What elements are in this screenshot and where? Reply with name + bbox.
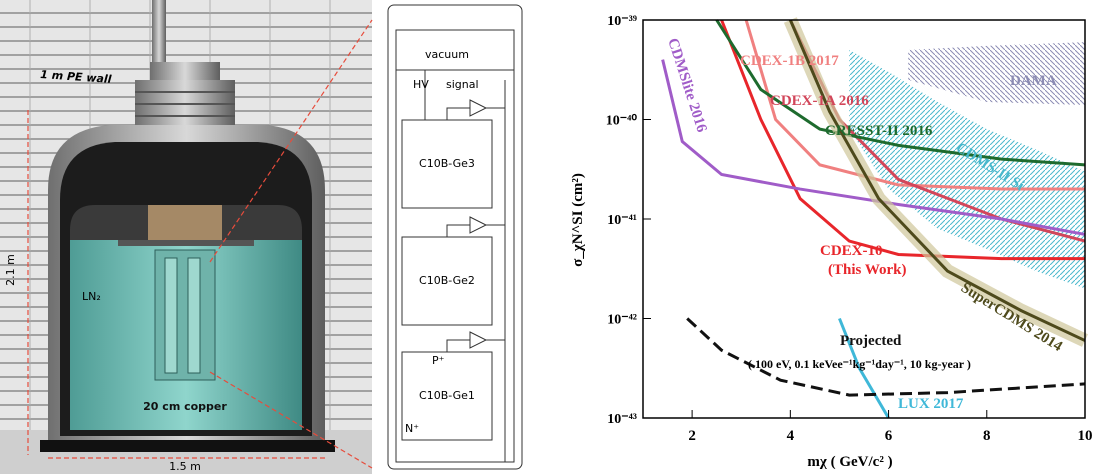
- schematic-labels: vacuum HV signal C10B-Ge3 C10B-Ge2 C10B-…: [405, 48, 479, 435]
- series-line: [715, 19, 1086, 167]
- series-label: CDEX-1B 2017: [740, 53, 839, 69]
- series-label: CRESST-II 2016: [825, 123, 933, 139]
- annotation: (This Work): [828, 262, 907, 278]
- series-label: CDEX-10: [820, 243, 883, 259]
- signal-label: signal: [446, 78, 479, 91]
- series-line: [788, 19, 1086, 342]
- detector-label: C10B-Ge1: [419, 389, 475, 402]
- detector-label: C10B-Ge2: [419, 274, 475, 287]
- hv-label: HV: [413, 78, 429, 91]
- wall-label: 1 m PE wall: [40, 68, 112, 86]
- x-tick-label: 4: [787, 428, 795, 444]
- x-tick-label: 2: [688, 428, 696, 444]
- detector-label: C10B-Ge3: [419, 157, 475, 170]
- region-label: DAMA: [1010, 73, 1057, 89]
- y-tick-label: 10⁻⁴³: [607, 412, 637, 427]
- region: [849, 49, 1085, 289]
- x-tick-label: 6: [885, 428, 893, 444]
- x-tick-label: 8: [983, 428, 991, 444]
- width-label: 1.5 m: [169, 460, 201, 473]
- region: [908, 42, 1085, 105]
- vacuum-label: vacuum: [425, 48, 469, 61]
- series-label: LUX 2017: [898, 396, 964, 412]
- annotation: ( 100 eV, 0.1 keVee⁻¹kg⁻¹day⁻¹, 10 kg-ye…: [748, 357, 971, 371]
- series-line: [686, 317, 1086, 397]
- height-label: 2.1 m: [4, 254, 17, 286]
- y-tick-label: 10⁻³⁹: [607, 14, 637, 29]
- y-tick-label: 10⁻⁴¹: [607, 213, 637, 228]
- series-line: [661, 59, 1086, 236]
- liquid-label: LN₂: [82, 290, 101, 303]
- x-axis-label: mχ ( GeV/c² ): [807, 454, 892, 470]
- series-label: CDEX-1A 2016: [770, 93, 869, 109]
- x-tick-label: 10: [1078, 428, 1093, 444]
- cryostat-render: 1 m PE wall 2.1 m LN₂ 20 cm copper 1.5 m: [0, 0, 373, 474]
- y-tick-label: 10⁻⁴⁰: [606, 114, 638, 129]
- copper-label: 20 cm copper: [143, 400, 227, 413]
- y-axis-label: σ_χN^SI (cm²): [570, 173, 586, 267]
- y-tick-label: 10⁻⁴²: [607, 313, 637, 328]
- series-label: Projected: [840, 333, 902, 349]
- series-label: CDMSlite 2016: [664, 36, 710, 135]
- series-line: [720, 19, 1085, 261]
- series-line: [838, 317, 890, 419]
- schematic: [387, 4, 523, 470]
- n-plus-label: N⁺: [405, 422, 419, 435]
- p-plus-label: P⁺: [432, 354, 445, 367]
- chart: mχ ( GeV/c² ) σ_χN^SI (cm²) 2 4 6 8 10 10⁻⁴³ 1…: [570, 14, 1093, 470]
